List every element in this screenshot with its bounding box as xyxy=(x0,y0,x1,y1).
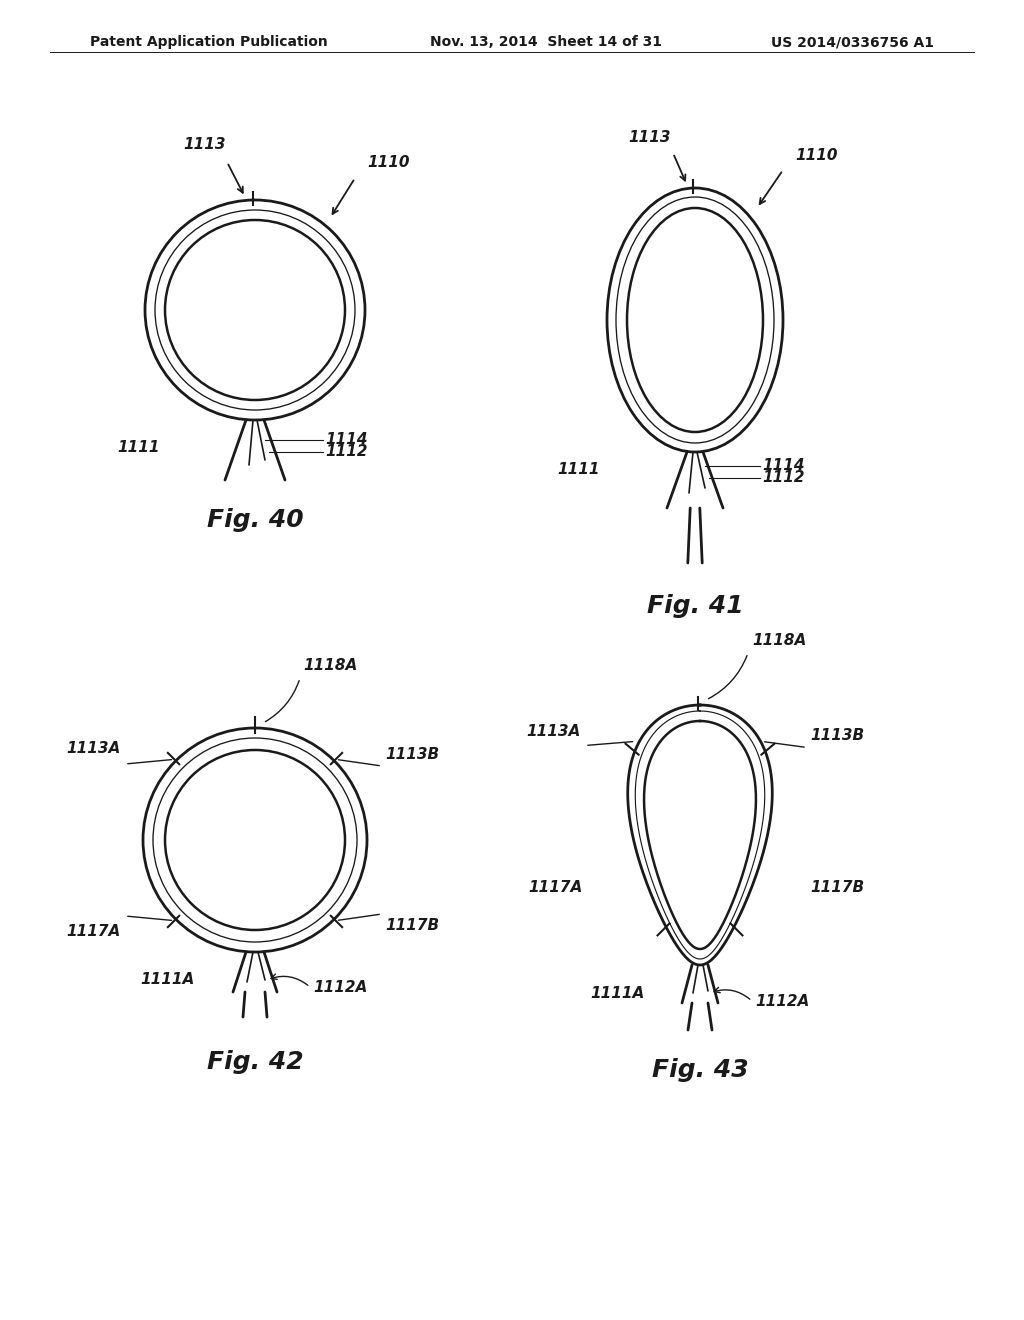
Text: Fig. 42: Fig. 42 xyxy=(207,1049,303,1074)
Text: 1111: 1111 xyxy=(118,441,160,455)
Text: 1112: 1112 xyxy=(325,445,368,459)
Text: 1113: 1113 xyxy=(629,129,672,145)
Text: 1118A: 1118A xyxy=(303,657,357,673)
Text: 1113: 1113 xyxy=(183,137,226,152)
Text: 1110: 1110 xyxy=(795,148,838,162)
Text: 1117A: 1117A xyxy=(528,879,583,895)
Text: 1118A: 1118A xyxy=(752,634,806,648)
Text: US 2014/0336756 A1: US 2014/0336756 A1 xyxy=(771,36,934,49)
Text: 1117B: 1117B xyxy=(385,917,439,933)
Text: 1111A: 1111A xyxy=(140,973,195,987)
Text: Nov. 13, 2014  Sheet 14 of 31: Nov. 13, 2014 Sheet 14 of 31 xyxy=(430,36,662,49)
Text: 1112: 1112 xyxy=(762,470,805,486)
Text: Fig. 40: Fig. 40 xyxy=(207,508,303,532)
Text: 1111A: 1111A xyxy=(591,986,645,1001)
Text: 1111: 1111 xyxy=(557,462,600,478)
Text: 1113A: 1113A xyxy=(67,741,121,756)
Text: 1113A: 1113A xyxy=(526,725,581,739)
Text: 1114: 1114 xyxy=(762,458,805,474)
Text: 1117B: 1117B xyxy=(810,879,864,895)
Text: 1112A: 1112A xyxy=(755,994,809,1008)
Text: 1113B: 1113B xyxy=(810,729,864,743)
Text: Fig. 41: Fig. 41 xyxy=(647,594,743,618)
Text: Patent Application Publication: Patent Application Publication xyxy=(90,36,328,49)
Text: 1113B: 1113B xyxy=(385,747,439,762)
Text: 1112A: 1112A xyxy=(313,979,368,994)
Text: Fig. 43: Fig. 43 xyxy=(651,1059,749,1082)
Text: 1110: 1110 xyxy=(367,154,410,170)
Text: 1114: 1114 xyxy=(325,433,368,447)
Text: 1117A: 1117A xyxy=(67,924,121,939)
